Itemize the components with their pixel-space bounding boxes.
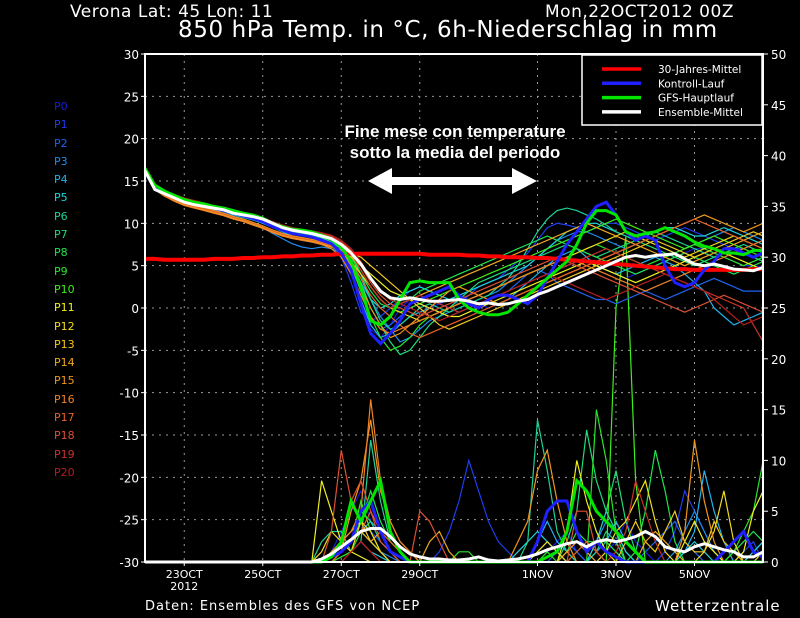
annotation: Fine mese con temperature sotto la media… [330,121,580,163]
temp-line-p13 [144,172,764,330]
y-right-tick-label: 25 [771,302,786,316]
y-left-tick-label: 25 [124,90,139,104]
member-label-p17: P17 [54,411,75,425]
y-right-tick-label: 15 [771,404,786,418]
member-label-p19: P19 [54,447,75,461]
x-tick-sublabel: 2012 [170,580,198,593]
y-left-tick-label: 10 [124,217,139,231]
gfs-main-run-temp-line [143,167,764,327]
y-left-tick-label: -30 [119,556,139,570]
x-tick-label: 23OCT [166,568,203,581]
x-tick-label: 27OCT [323,568,360,581]
y-right-tick-label: 0 [771,556,779,570]
member-label-p18: P18 [54,429,75,443]
x-tick-label: 25OCT [244,568,281,581]
ensemble-mean-temp-line [143,170,764,307]
y-left-tick-label: -15 [119,429,139,443]
temp-line-p16 [144,172,764,335]
y-right-tick-label: 5 [771,505,779,519]
x-tick-label: 29OCT [401,568,438,581]
annotation-line-2: sotto la media del periodo [349,143,561,162]
member-label-p0: P0 [54,100,68,113]
temp-line-p9 [144,172,764,352]
member-label-p16: P16 [54,392,75,406]
member-label-p10: P10 [54,282,75,296]
precip-line-p18 [145,450,764,563]
y-left-tick-label: -10 [119,387,139,401]
legend: 30-Jahres-Mittel Kontroll-Lauf GFS-Hauptla… [581,54,763,126]
member-label-p12: P12 [54,319,75,333]
y-right-tick-label: 30 [771,251,786,265]
chart-title: 850 hPa Temp. in °C, 6h-Niederschlag in … [178,17,718,43]
brand-label: Wetterzentrale [655,597,781,615]
location-label: Verona Lat: 45 Lon: 11 [70,2,274,22]
y-right-tick-label: 20 [771,353,786,367]
run-date-label: Mon,22OCT2012 00Z [545,2,734,22]
control-run-precip-line [145,498,764,564]
legend-label: Ensemble-Mittel [658,107,743,119]
y-left-tick-label: 30 [124,48,139,62]
precip-line-p10 [145,236,764,563]
x-tick-label: 5NOV [679,568,711,581]
y-left-tick-label: -5 [127,344,139,358]
y-left-tick-label: -20 [119,471,139,485]
temp-line-p5 [144,172,764,309]
member-label-p2: P2 [54,136,68,150]
precip-line-p16 [145,399,764,563]
member-label-p11: P11 [54,301,75,315]
legend-label: Kontroll-Lauf [658,78,725,90]
annotation-line-1: Fine mese con temperature [344,122,566,141]
x-tick-label: 1NOV [522,568,554,581]
temp-line-p17 [144,172,764,339]
member-label-p9: P9 [54,264,68,278]
precip-line-p8 [145,450,764,563]
legend-label: GFS-Hauptlauf [658,93,734,105]
member-label-p15: P15 [54,374,75,388]
member-label-p13: P13 [54,337,75,351]
temp-line-p11 [144,172,764,318]
temp-line-p8 [144,172,764,309]
member-label-p3: P3 [54,154,68,168]
y-left-tick-label: 0 [131,302,139,316]
data-source-label: Daten: Ensembles des GFS von NCEP [145,599,421,614]
y-right-tick-label: 50 [771,48,786,62]
member-label-p4: P4 [54,173,68,187]
y-right-tick-label: 10 [771,454,786,468]
y-right-tick-label: 40 [771,150,786,164]
member-label-p8: P8 [54,246,68,260]
y-right-tick-label: 45 [771,99,786,113]
member-label-p1: P1 [54,118,68,132]
member-label-p6: P6 [54,209,68,223]
member-label-p7: P7 [54,228,68,242]
legend-frame [581,54,763,126]
legend-label: 30-Jahres-Mittel [658,64,741,76]
member-temp-series [144,172,764,356]
member-precip-series [145,236,764,563]
precip-line-p9 [145,409,764,563]
y-left-tick-label: 15 [124,175,139,189]
member-list: P0 P1 P2 P3 P4 P5 P6 P7 P8 P9 P10 P11 P12 P13 P14 P15 P1… [54,98,75,482]
precip-line-p7 [145,429,764,563]
x-tick-label: 3NOV [600,568,632,581]
climate-mean-line [145,251,764,272]
y-left-tick-label: 20 [124,133,139,147]
y-left-tick-label: -25 [119,514,139,528]
axes: 302520151050-5-10-15-20-25-3050454035302… [119,48,786,593]
double-headed-arrow [368,168,537,194]
y-left-tick-label: 5 [131,260,139,274]
member-label-p5: P5 [54,191,68,205]
temp-line-p18 [144,172,764,318]
member-label-p20: P20 [54,465,75,479]
member-label-p14: P14 [54,356,75,370]
y-right-tick-label: 35 [771,200,786,214]
